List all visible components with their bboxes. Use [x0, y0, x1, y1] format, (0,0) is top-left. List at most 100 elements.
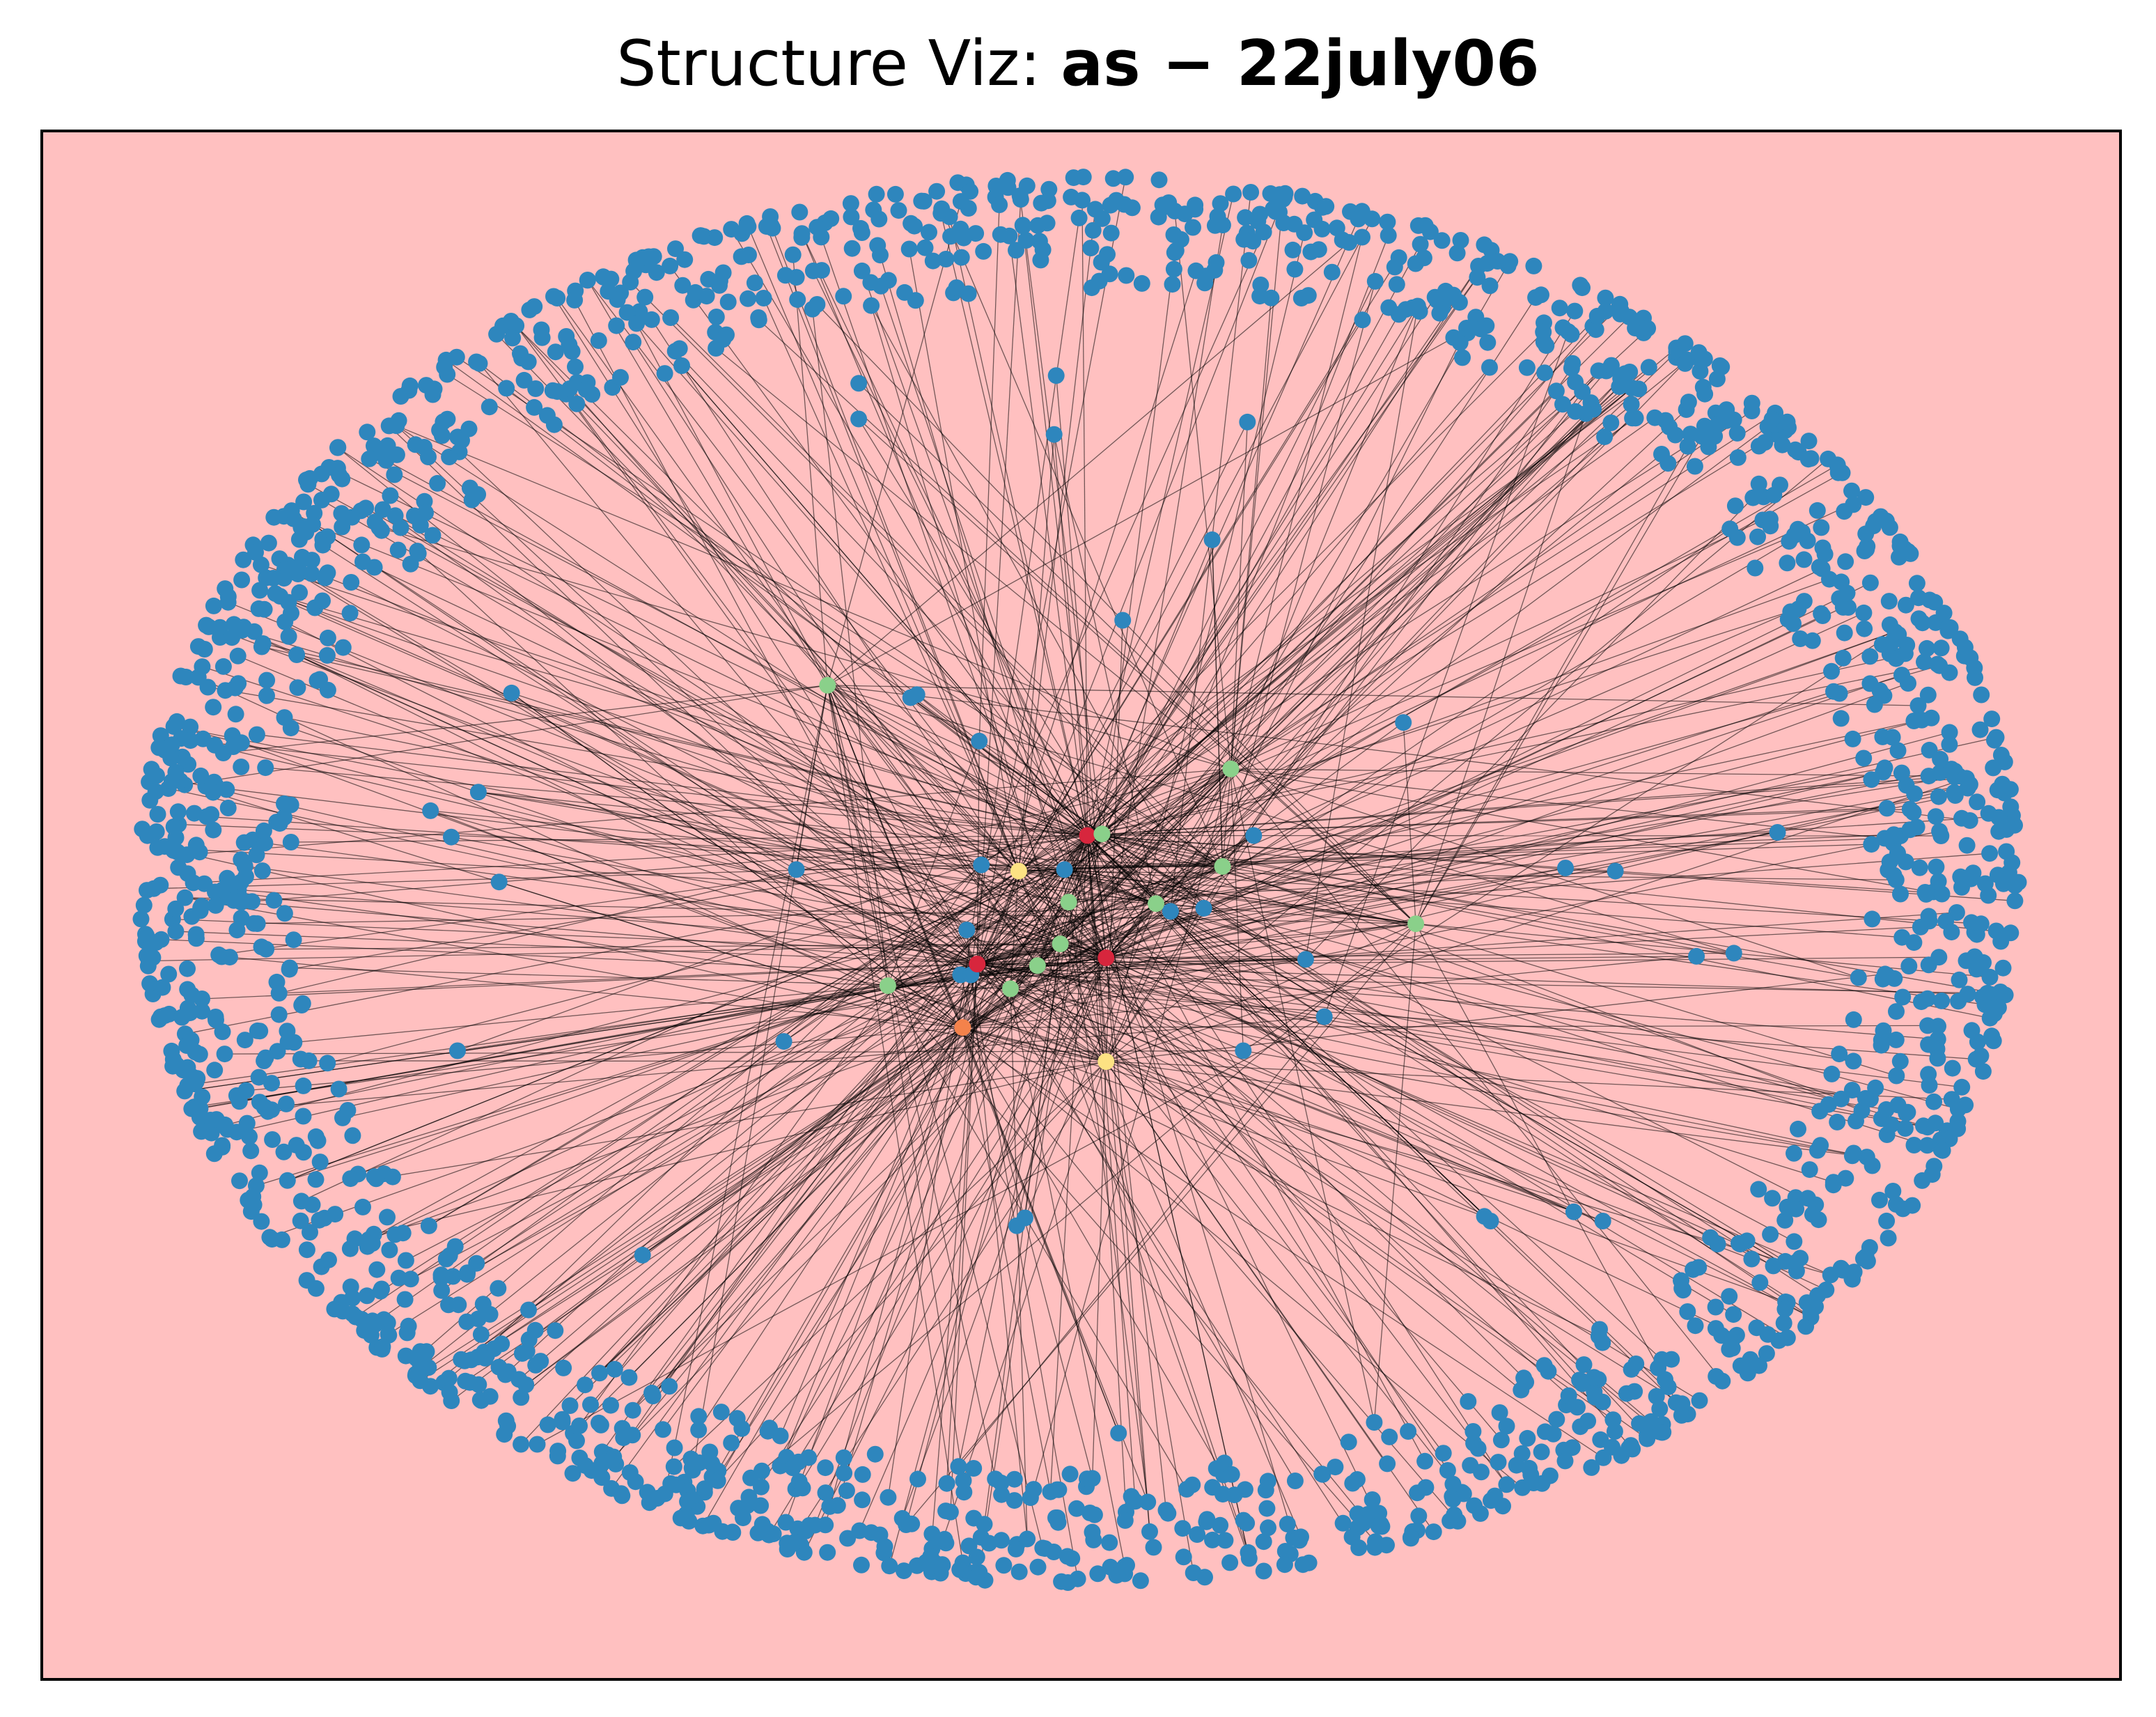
core-node-core-red	[969, 956, 986, 972]
periphery-node	[408, 1367, 425, 1384]
periphery-node	[1905, 804, 1922, 821]
graph-edge	[1087, 663, 1938, 837]
graph-edge	[948, 217, 1088, 836]
periphery-node	[258, 940, 275, 958]
core-node-core-orange	[954, 1019, 971, 1036]
periphery-node	[1093, 254, 1110, 271]
periphery-node	[866, 1445, 884, 1463]
inner-node	[1565, 1203, 1582, 1220]
periphery-node	[839, 1530, 857, 1547]
periphery-node	[909, 1470, 926, 1488]
periphery-node	[1460, 1393, 1477, 1410]
periphery-node	[661, 1378, 678, 1395]
inner-node	[1195, 899, 1212, 917]
periphery-node	[409, 545, 427, 562]
periphery-node	[1694, 428, 1710, 445]
periphery-node	[1921, 1077, 1938, 1094]
periphery-node	[1930, 873, 1947, 890]
graph-edge	[1064, 869, 1382, 1525]
periphery-node	[257, 1049, 274, 1066]
core-node-core-green	[1002, 980, 1019, 997]
graph-edge	[1086, 835, 1507, 1485]
periphery-node	[139, 882, 155, 899]
graph-edge	[962, 866, 1223, 1028]
periphery-node	[808, 219, 826, 236]
graph-edge	[379, 527, 1231, 770]
graph-edge	[478, 791, 1223, 867]
periphery-node	[1133, 274, 1150, 292]
graph-edge	[1101, 252, 1175, 834]
periphery-node	[420, 449, 437, 465]
graph-edge	[1087, 834, 1816, 1206]
periphery-node	[1409, 297, 1426, 315]
periphery-node	[1624, 410, 1641, 427]
periphery-node	[1204, 1531, 1221, 1548]
periphery-node	[723, 221, 740, 238]
periphery-node	[1709, 416, 1726, 433]
graph-edge	[1106, 771, 1884, 958]
periphery-node	[154, 979, 171, 996]
periphery-node	[152, 876, 169, 894]
periphery-node	[379, 1209, 396, 1226]
graph-edge	[1231, 768, 1929, 777]
periphery-node	[354, 1198, 371, 1215]
periphery-node	[709, 1472, 726, 1489]
periphery-node	[144, 949, 162, 966]
periphery-node	[1407, 255, 1424, 272]
periphery-node	[1919, 639, 1935, 657]
graph-edge	[173, 726, 1069, 903]
periphery-node	[185, 874, 202, 892]
periphery-node	[1492, 1431, 1510, 1449]
periphery-node	[1779, 413, 1796, 430]
periphery-node	[1882, 1116, 1900, 1133]
periphery-node	[397, 1347, 414, 1365]
graph-edge	[446, 359, 1102, 834]
periphery-node	[1032, 251, 1049, 269]
periphery-node	[235, 619, 252, 636]
periphery-node	[854, 1466, 871, 1483]
periphery-node	[303, 565, 320, 582]
periphery-node	[1928, 858, 1945, 876]
periphery-node	[1861, 1238, 1878, 1256]
periphery-node	[1927, 1114, 1944, 1132]
inner-node	[1623, 380, 1641, 396]
periphery-node	[1185, 1564, 1202, 1581]
graph-edge	[698, 835, 1088, 1431]
periphery-node	[1951, 971, 1968, 988]
graph-edge	[887, 985, 1603, 1222]
periphery-node	[1242, 184, 1260, 201]
periphery-node	[1725, 411, 1742, 428]
periphery-node	[1680, 394, 1697, 411]
graph-edge	[180, 780, 978, 965]
periphery-node	[1240, 1550, 1258, 1567]
periphery-node	[441, 449, 458, 465]
periphery-node	[476, 1349, 494, 1367]
periphery-node	[520, 1301, 537, 1319]
periphery-node	[344, 1127, 361, 1144]
periphery-node	[1958, 952, 1975, 970]
periphery-node	[327, 1206, 344, 1223]
periphery-node	[292, 1212, 309, 1229]
periphery-node	[1294, 187, 1311, 205]
graph-edge	[962, 1027, 1600, 1337]
periphery-node	[1795, 593, 1813, 610]
periphery-node	[319, 1055, 336, 1072]
graph-edge	[291, 510, 978, 965]
periphery-node	[1861, 574, 1879, 591]
periphery-node	[527, 380, 545, 397]
periphery-node	[706, 229, 724, 247]
periphery-node	[1237, 209, 1254, 226]
graph-edge	[977, 631, 1896, 965]
plot-frame	[40, 130, 2122, 1681]
periphery-node	[1185, 219, 1201, 236]
periphery-node	[1804, 632, 1821, 649]
periphery-node	[1069, 1570, 1086, 1587]
periphery-node	[853, 262, 870, 279]
graph-edge	[1105, 528, 1731, 958]
periphery-node	[1802, 450, 1820, 467]
periphery-node	[666, 1439, 683, 1456]
periphery-node	[1690, 344, 1708, 362]
periphery-node	[1286, 261, 1304, 278]
inner-node	[1297, 951, 1314, 968]
periphery-node	[1481, 359, 1498, 376]
